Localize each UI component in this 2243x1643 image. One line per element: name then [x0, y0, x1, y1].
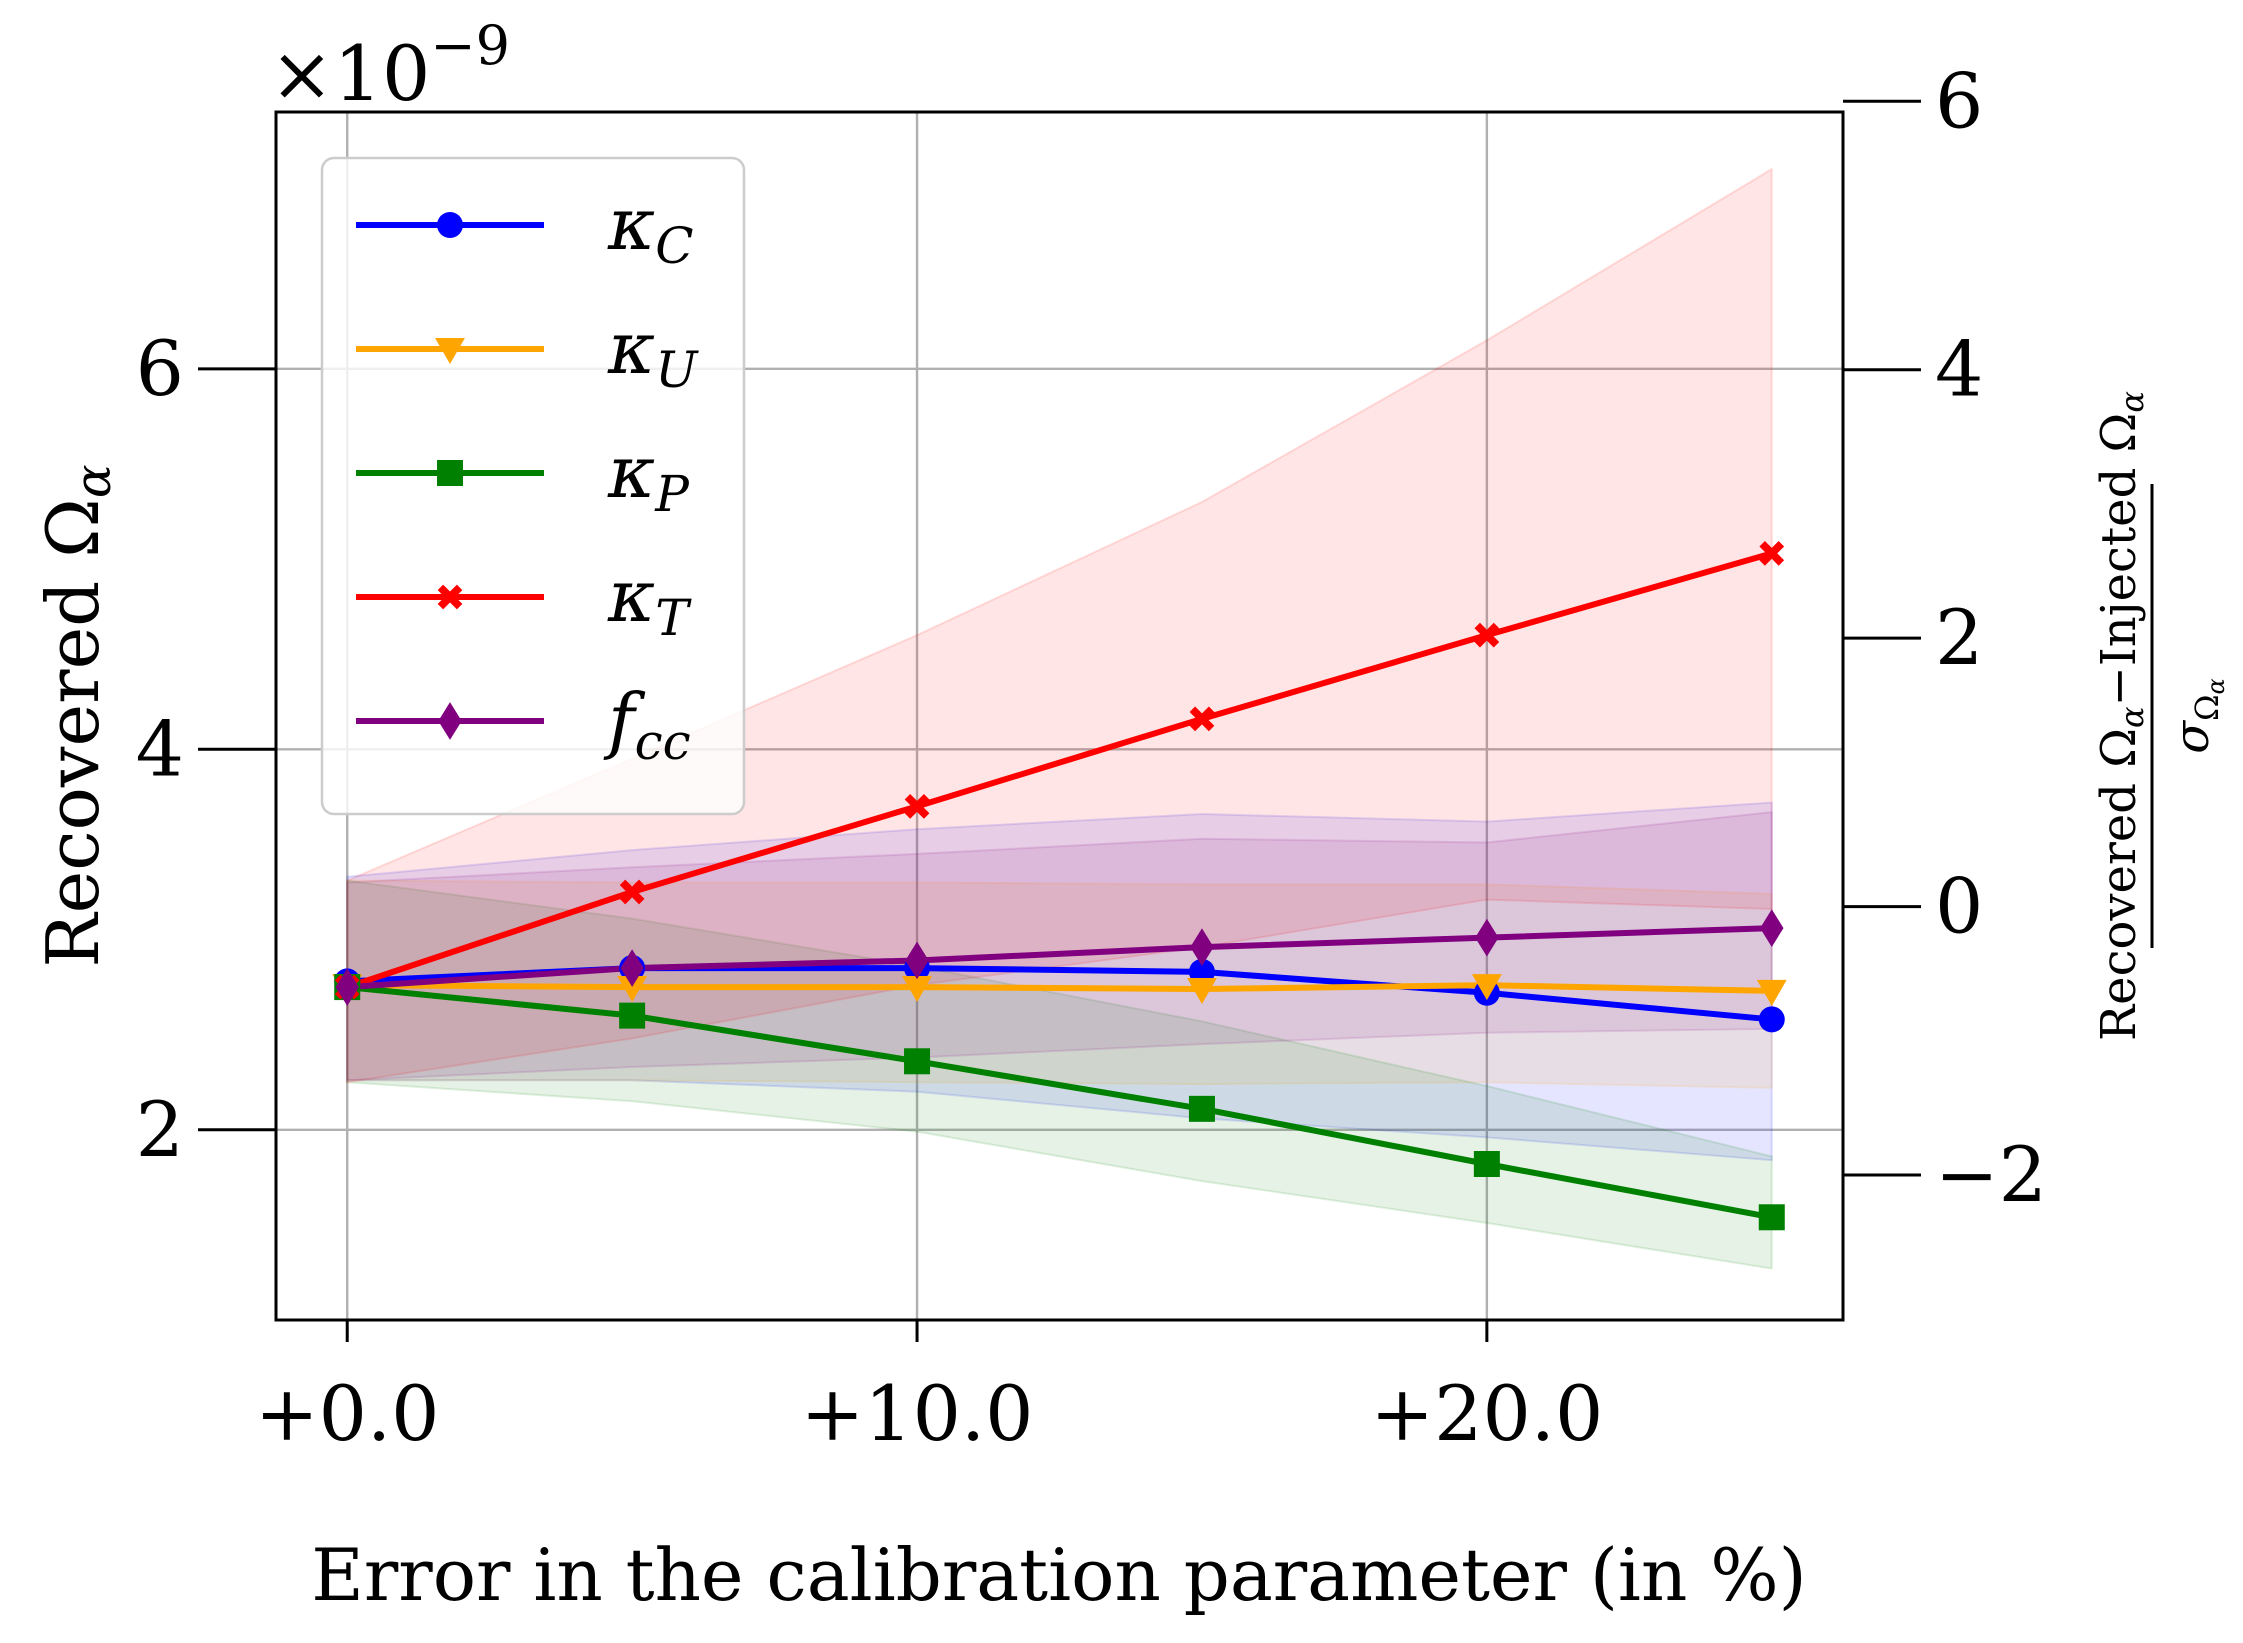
band-κU: [346, 879, 1773, 1089]
legend-label-sub: cc: [635, 713, 691, 771]
y-axis-label-main: Recovered Ω: [31, 498, 115, 967]
data-point: [1756, 979, 1787, 1006]
y-tick-label: 4: [136, 704, 184, 793]
legend-label: κT: [607, 554, 692, 647]
series-lines: [346, 550, 1773, 1221]
data-point: [1189, 706, 1215, 732]
data-point: [1473, 1151, 1500, 1178]
legend-swatch-marker: [437, 584, 463, 610]
x-tick-label: +0.0: [255, 1369, 440, 1458]
y2-label-numerator: Recovered Ωα−Injected Ωα: [2091, 391, 2151, 1041]
data-point: [1758, 1204, 1785, 1231]
data-point: [1190, 928, 1214, 966]
y2-tick-label: 0: [1935, 862, 1983, 951]
data-point: [617, 976, 648, 1003]
y-axis-label-sub: α: [64, 464, 122, 498]
y2-axis-label: Recovered Ωα−Injected Ωα σΩα: [2091, 391, 2230, 1041]
data-point: [619, 1002, 646, 1029]
legend-label-sub: C: [655, 217, 693, 275]
series-line-κP: [346, 984, 1773, 1221]
x-axis-label: Error in the calibration parameter (in %…: [311, 1533, 1806, 1617]
data-point: [1474, 622, 1500, 648]
x-tick-label: +10.0: [801, 1369, 1034, 1458]
data-point: [1758, 1006, 1785, 1033]
y-axis-label: Recovered Ωα: [31, 464, 122, 967]
legend-box: [320, 156, 746, 816]
y2-tick-label: 4: [1935, 325, 1983, 414]
data-point: [1187, 977, 1217, 1004]
data-point: [904, 794, 930, 819]
band-κC: [346, 801, 1773, 1162]
x-axis-ticks: +0.0 +10.0 +20.0: [255, 1320, 1603, 1458]
data-point: [620, 949, 644, 987]
y2-label-den: σ: [2164, 720, 2220, 754]
y2-axis-ticks: −2 0 2 4 6: [1843, 56, 2047, 1219]
data-point: [905, 941, 929, 980]
legend-label: κC: [607, 182, 693, 275]
y2-label-num-a: Recovered Ω: [2091, 728, 2147, 1041]
data-point: [1759, 540, 1785, 566]
y2-tick-label: −2: [1935, 1130, 2047, 1219]
y-tick-label: 2: [136, 1085, 184, 1174]
legend-label-main: κ: [607, 430, 655, 514]
y2-tick-label: 6: [1935, 56, 1983, 145]
data-point: [1760, 909, 1784, 947]
y2-label-num-b-sub: α: [2113, 391, 2151, 413]
data-point: [335, 968, 359, 1006]
data-point: [619, 879, 645, 905]
series-line-κT: [346, 550, 1773, 990]
data-point: [1475, 918, 1499, 957]
y-multiplier-base: ×10: [270, 29, 430, 118]
legend-label-main: κ: [607, 182, 655, 266]
legend-entry: κU: [356, 306, 699, 399]
legend-entry: κC: [356, 182, 693, 275]
legend-label-main: κ: [607, 306, 655, 390]
y2-tick-label: 2: [1935, 593, 1983, 682]
series-line-fcc: [347, 925, 1772, 991]
legend-label-sub: U: [655, 341, 699, 399]
y2-label-num-a-sub: α: [2113, 706, 2151, 728]
legend-entry: κT: [356, 554, 692, 647]
x-tick-label: +20.0: [1370, 1369, 1603, 1458]
y2-label-den-subsub: α: [2202, 678, 2230, 694]
series-line-κU: [347, 982, 1772, 994]
legend-label-sub: T: [655, 589, 692, 647]
legend-label: κP: [607, 430, 690, 523]
y2-label-num-b: −Injected Ω: [2091, 413, 2147, 707]
legend-label-main: κ: [607, 554, 655, 638]
data-point: [902, 976, 932, 1003]
data-point: [1188, 1095, 1215, 1122]
y-axis-ticks: 2 4 6: [136, 324, 276, 1174]
legend-label-sub: P: [654, 465, 690, 523]
band-κT: [346, 167, 1773, 1084]
y2-label-den-sub: Ω: [2188, 694, 2226, 721]
data-point: [1471, 974, 1502, 1001]
legend-label: κU: [607, 306, 699, 399]
legend-swatch-marker: [437, 212, 463, 238]
legend-entry: κP: [356, 430, 690, 523]
plot-frame: [274, 110, 1845, 1322]
series-markers: [332, 540, 1787, 1231]
y-multiplier: ×10−9: [270, 14, 510, 118]
legend-swatch-marker: [437, 460, 463, 486]
legend-swatch-marker: [438, 702, 462, 740]
legend-swatch-marker: [435, 337, 465, 364]
y2-label-denominator: σΩα: [2164, 678, 2230, 754]
data-point: [904, 1048, 931, 1075]
y-multiplier-exp: −9: [430, 14, 510, 77]
y-tick-label: 6: [136, 324, 184, 413]
